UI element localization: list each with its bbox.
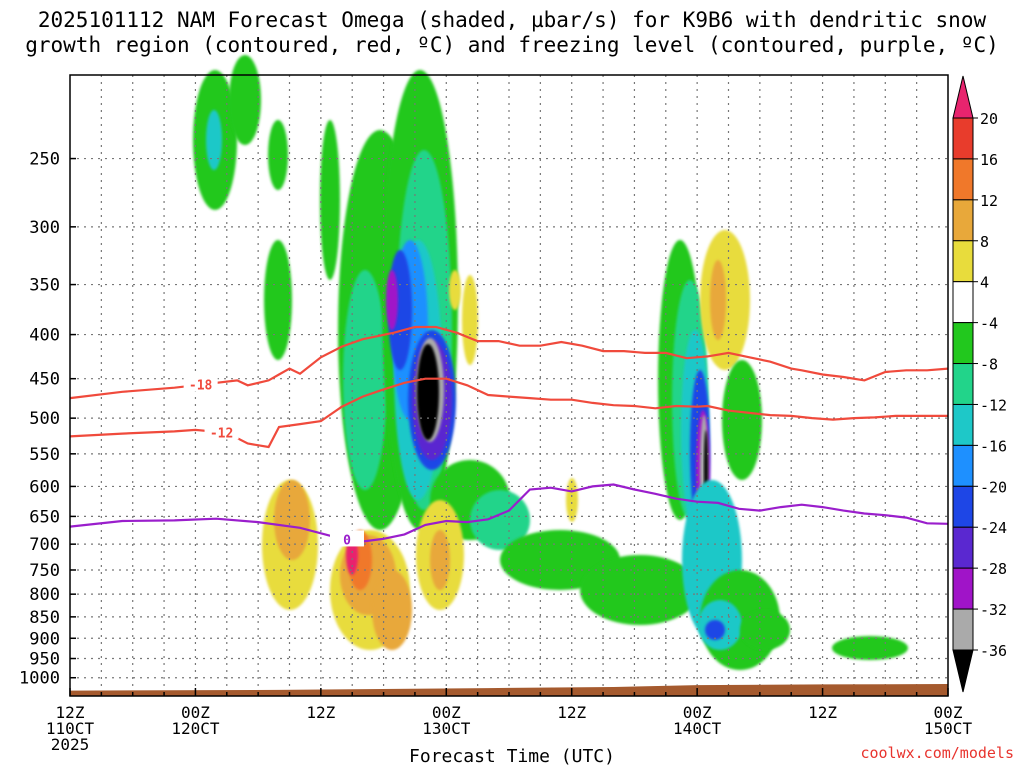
y-tick-label: 300 [29, 218, 60, 238]
omega-shading [193, 55, 908, 670]
y-tick-label: 400 [29, 326, 60, 346]
colorbar-swatch [952, 199, 974, 242]
y-tick-label: 250 [29, 150, 60, 170]
x-tick-label: 12Z [557, 703, 586, 722]
colorbar-arrow-top [952, 75, 974, 119]
contour-label: -18 [189, 379, 213, 394]
contour-label: -12 [210, 426, 233, 441]
contour-label-bg [329, 530, 364, 547]
x-tick-label: 12Z [808, 703, 837, 722]
x-tick-label: 12Z [56, 703, 85, 722]
colorbar-label: 20 [980, 110, 998, 128]
y-tick-label: 650 [29, 507, 60, 527]
x-axis-label: Forecast Time (UTC) [409, 746, 615, 767]
colorbar-label: -4 [980, 315, 998, 333]
colorbar-swatch [952, 608, 974, 651]
y-tick-label: 800 [29, 585, 60, 605]
source-url: coolwx.com/models [860, 744, 1014, 762]
x-tick-label: 120CT [171, 719, 220, 738]
colorbar-label: -28 [980, 560, 1007, 578]
colorbar-label: -20 [980, 478, 1007, 496]
y-tick-label: 850 [29, 608, 60, 628]
x-tick-label: 130CT [422, 719, 471, 738]
colorbar-swatch [952, 485, 974, 528]
colorbar-label: -36 [980, 642, 1007, 660]
x-tick-label: 150CT [924, 719, 973, 738]
colorbar-swatch [952, 444, 974, 487]
colorbar-swatch [952, 322, 974, 365]
y-tick-label: 900 [29, 629, 60, 649]
temperature-contours: -18 -12 0 [69, 325, 949, 548]
colorbar-swatch [952, 240, 974, 283]
x-tick-label: 00Z [683, 703, 712, 722]
colorbar-label: 12 [980, 192, 998, 210]
x-tick-label: 110CT [46, 719, 95, 738]
colorbar-swatch [952, 281, 974, 324]
colorbar-swatch [952, 526, 974, 569]
y-tick-label: 350 [29, 276, 60, 296]
contour-label-bg [204, 423, 239, 440]
colorbar-label: 4 [980, 274, 989, 292]
colorbar-swatch [952, 363, 974, 405]
colorbar-label: 8 [980, 233, 989, 251]
colorbar: 20 16 12 8 4 -4 -8 -12 -16 -20 -24 -28 -32 -36 [952, 75, 1007, 693]
colorbar-label: -24 [980, 519, 1007, 537]
y-tick-label: 500 [29, 409, 60, 429]
x-tick-label: 00Z [432, 703, 461, 722]
x-tick-label: 12Z [306, 703, 335, 722]
x-tick-label: 00Z [934, 703, 963, 722]
colorbar-label: -16 [980, 437, 1007, 455]
contour-label: 0 [343, 533, 351, 548]
y-tick-label: 750 [29, 561, 60, 581]
colorbar-swatch [952, 158, 974, 201]
y-tick-label: 950 [29, 650, 60, 670]
colorbar-swatch [952, 567, 974, 610]
x-tick-label: 2025 [51, 735, 90, 754]
colorbar-label: -8 [980, 356, 998, 374]
colorbar-label: -12 [980, 396, 1007, 414]
contour-label-bg [183, 375, 218, 392]
contour-line-1 [69, 377, 948, 449]
chart-title: 2025101112 NAM Forecast Omega (shaded, µ… [25, 8, 999, 57]
contour-line-0 [69, 325, 949, 400]
colorbar-swatch [952, 117, 974, 160]
y-tick-label: 600 [29, 477, 60, 497]
colorbar-arrow-bottom [952, 649, 974, 693]
colorbar-swatch [952, 403, 974, 446]
y-tick-label: 550 [29, 445, 60, 465]
y-tick-label: 700 [29, 535, 60, 555]
y-tick-label: 1000 [19, 669, 60, 689]
x-tick-label: 140CT [673, 719, 722, 738]
colorbar-label: -32 [980, 601, 1007, 619]
colorbar-label: 16 [980, 151, 998, 169]
axes: 2503003504004505005506006507007508008509… [19, 74, 973, 754]
y-tick-label: 450 [29, 370, 60, 390]
x-tick-label: 00Z [181, 703, 210, 722]
